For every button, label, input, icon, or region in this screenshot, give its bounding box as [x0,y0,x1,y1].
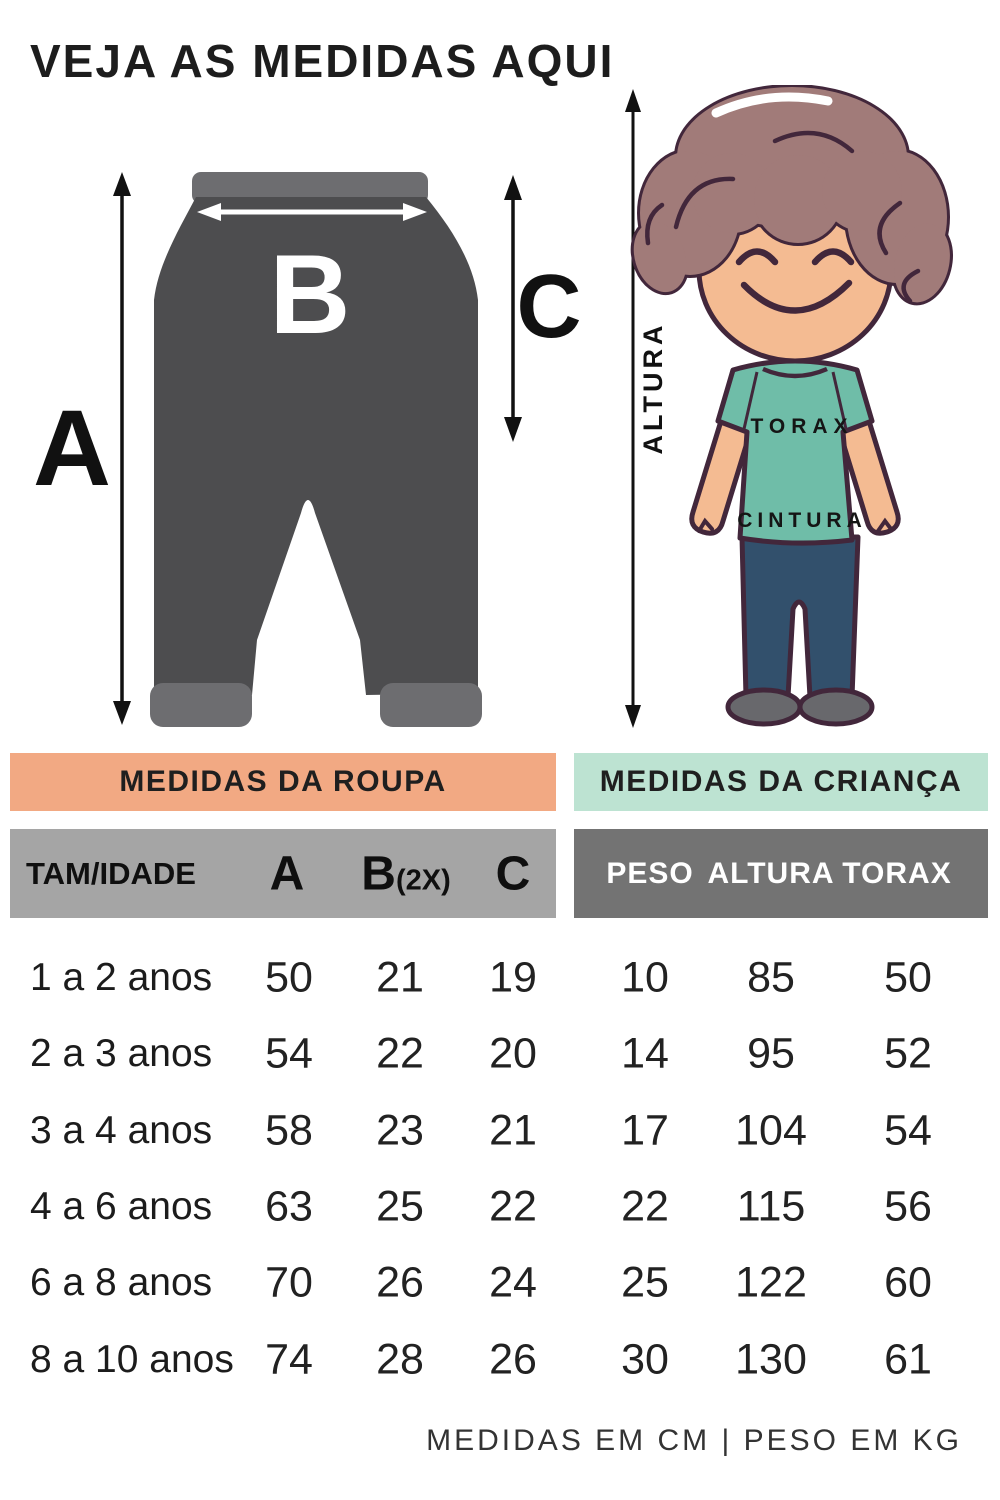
torax-value: 56 [884,1182,932,1231]
size-age-value: 1 a 2 anos [30,956,213,999]
torax-value: 61 [884,1335,932,1384]
c-value: 24 [489,1258,537,1307]
child-hand-notch-right [876,517,893,533]
child-trousers [739,534,861,700]
b-value: 23 [376,1106,424,1155]
size-age-value: 2 a 3 anos [30,1032,213,1075]
child-arms [689,418,901,536]
child-smile [740,279,853,314]
page-title: VEJA AS MEDIDAS AQUI [30,35,615,87]
clothing-measures-header: MEDIDAS DA ROUPA [10,753,556,811]
child-measures-header: MEDIDAS DA CRIANÇA [574,753,988,811]
child-illustration: ALTURA TORAX CINTURA [625,85,953,728]
pants-cuff-right [380,683,482,727]
table-row: 1 a 2 anos 50 21 19 10 85 50 [0,954,1000,1002]
pants-illustration: A B C [33,172,582,727]
altura-value: 122 [735,1258,807,1307]
child-eyes [735,248,855,266]
c-value: 26 [489,1335,537,1384]
measure-b-arrow [197,203,427,221]
peso-value: 14 [621,1029,669,1078]
peso-value: 10 [621,953,669,1002]
altura-value: 104 [735,1106,807,1155]
a-value: 74 [265,1335,313,1384]
col-peso: PESO [606,856,694,890]
b-value: 22 [376,1029,424,1078]
a-value: 63 [265,1182,313,1231]
torax-value: 54 [884,1106,932,1155]
b-value: 28 [376,1335,424,1384]
a-value: 54 [265,1029,313,1078]
altura-value: 115 [736,1182,806,1231]
table-row: 2 a 3 anos 54 22 20 14 95 52 [0,1030,1000,1078]
shirt-seam-left [742,371,759,430]
col-torax: TORAX [842,856,952,890]
torax-label: TORAX [750,415,853,438]
size-diagram: A B C ALTURA [33,85,953,728]
measure-c-label: C [517,257,582,357]
size-age-value: 3 a 4 anos [30,1109,213,1152]
torax-value: 60 [884,1258,932,1307]
altura-arrow-label: ALTURA [638,322,668,455]
b-value: 25 [376,1182,424,1231]
peso-value: 30 [621,1335,669,1384]
c-value: 19 [489,953,537,1002]
pants-waistband [192,172,428,204]
torax-value: 52 [884,1029,932,1078]
clothing-measures-header-label: MEDIDAS DA ROUPA [119,765,447,798]
pants-cuff-left [150,683,252,727]
child-measures-header-label: MEDIDAS DA CRIANÇA [599,765,963,798]
shirt-seam-right [831,371,848,430]
size-age-value: 8 a 10 anos [30,1338,234,1381]
col-b-note: (2X) [395,864,451,896]
clothing-columns-bar: TAM/IDADE A B(2X) C [10,829,556,918]
b-value: 26 [376,1258,424,1307]
shirt-neckline [762,366,828,379]
altura-value: 95 [747,1029,795,1078]
a-value: 70 [265,1258,313,1307]
col-b-group: B(2X) [361,846,450,901]
c-value: 22 [489,1182,537,1231]
table-row: 3 a 4 anos 58 23 21 17 104 54 [0,1107,1000,1155]
child-shoe-left [725,687,803,727]
pants-body [154,197,478,697]
col-a: A [269,847,305,900]
child-columns-bar: PESO ALTURA TORAX [574,829,988,918]
cintura-label: CINTURA [737,509,867,532]
torax-value: 50 [884,953,932,1002]
hair-curl-strokes [645,130,921,304]
size-age-value: 6 a 8 anos [30,1261,213,1304]
altura-value: 85 [747,953,795,1002]
child-hand-notch-left [697,517,714,533]
measure-a-label: A [33,387,111,508]
peso-value: 22 [621,1182,669,1231]
peso-value: 25 [621,1258,669,1307]
a-value: 58 [265,1106,313,1155]
altura-value: 130 [735,1335,807,1384]
b-value: 21 [376,953,424,1002]
table-row: 8 a 10 anos 74 28 26 30 130 61 [0,1336,1000,1384]
child-shoe-right [797,687,875,727]
peso-value: 17 [621,1106,669,1155]
measure-c-arrow [504,175,522,442]
measure-a-arrow [113,172,131,725]
col-altura: ALTURA [707,856,835,890]
c-value: 21 [489,1106,537,1155]
altura-arrow [625,89,641,728]
c-value: 20 [489,1029,537,1078]
units-note: MEDIDAS EM CM | PESO EM KG [426,1424,962,1457]
hair-highlight [711,92,833,118]
col-size-age: TAM/IDADE [26,855,196,891]
col-c: C [495,847,531,900]
col-b: B [361,847,396,900]
table-row: 4 a 6 anos 63 25 22 22 115 56 [0,1183,1000,1231]
table-row: 6 a 8 anos 70 26 24 25 122 60 [0,1259,1000,1307]
child-head [630,85,953,364]
size-age-value: 4 a 6 anos [30,1185,213,1228]
measure-b-label: B [270,232,351,357]
a-value: 50 [265,953,313,1002]
